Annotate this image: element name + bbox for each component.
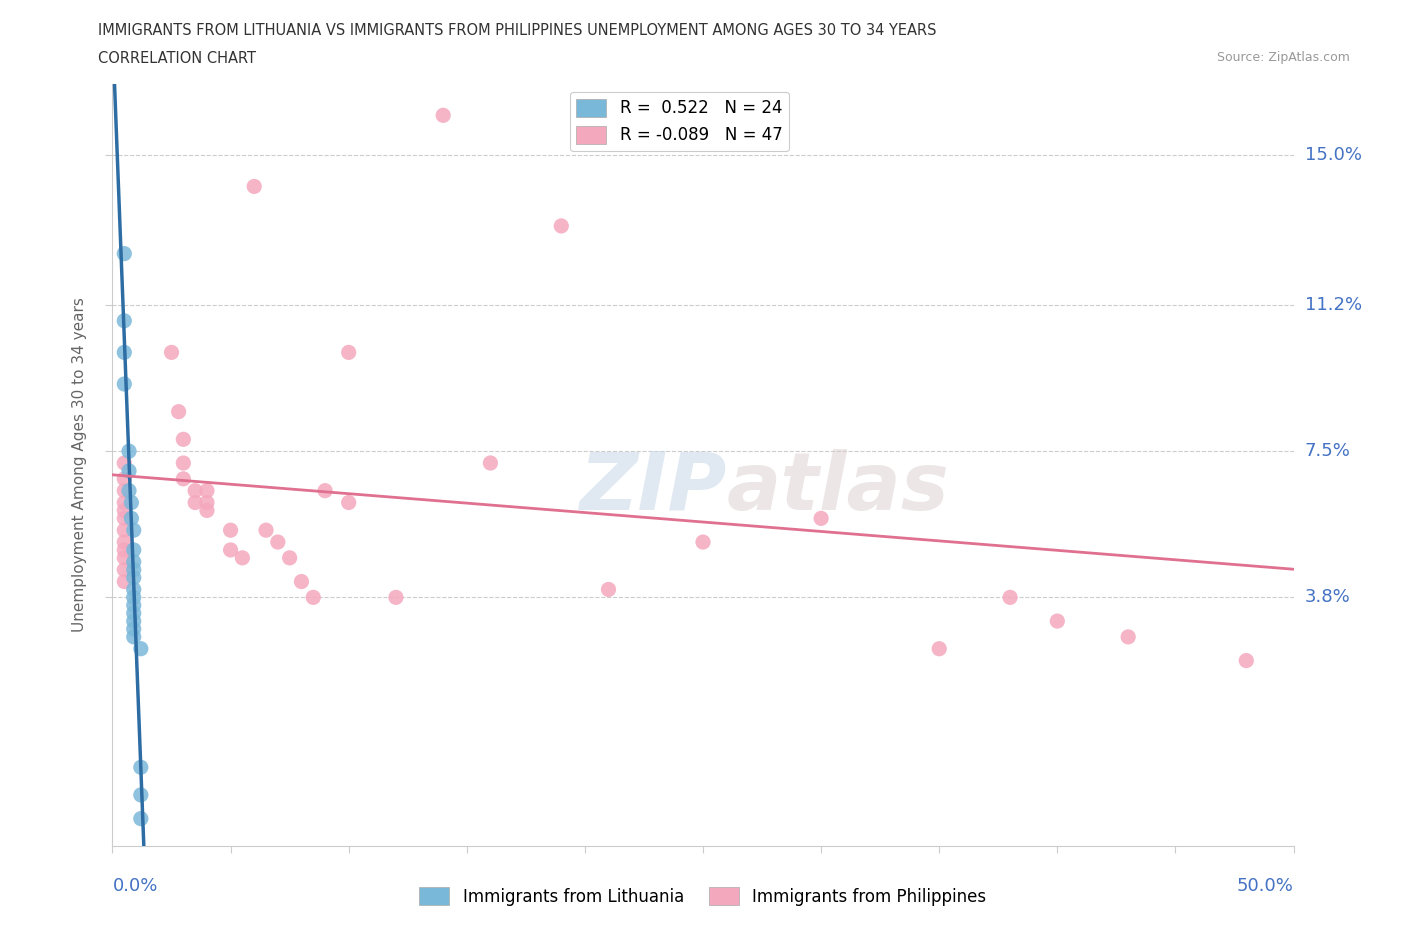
Text: 11.2%: 11.2%: [1305, 296, 1362, 314]
Point: [112, 377, 135, 392]
Point: [122, 523, 145, 538]
Point: [122, 621, 145, 636]
Point: [172, 432, 194, 446]
Point: [290, 574, 312, 589]
Point: [172, 456, 194, 471]
Text: CORRELATION CHART: CORRELATION CHART: [98, 51, 256, 66]
Point: [1046, 614, 1069, 629]
Point: [243, 179, 266, 193]
Point: [112, 472, 135, 486]
Point: [120, 511, 142, 525]
Point: [122, 542, 145, 557]
Text: IMMIGRANTS FROM LITHUANIA VS IMMIGRANTS FROM PHILIPPINES UNEMPLOYMENT AMONG AGES: IMMIGRANTS FROM LITHUANIA VS IMMIGRANTS …: [98, 23, 936, 38]
Point: [167, 405, 190, 419]
Point: [112, 511, 135, 525]
Point: [598, 100, 620, 114]
Y-axis label: Unemployment Among Ages 30 to 34 years: Unemployment Among Ages 30 to 34 years: [72, 298, 87, 632]
Point: [118, 444, 141, 458]
Point: [1234, 653, 1257, 668]
Point: [112, 484, 135, 498]
Point: [129, 642, 152, 657]
Text: 7.5%: 7.5%: [1305, 442, 1351, 460]
Point: [122, 614, 145, 629]
Point: [184, 495, 207, 510]
Point: [998, 590, 1021, 604]
Point: [928, 642, 950, 657]
Point: [129, 788, 152, 803]
Legend: Immigrants from Lithuania, Immigrants from Philippines: Immigrants from Lithuania, Immigrants fr…: [413, 881, 993, 912]
Point: [112, 345, 135, 360]
Point: [122, 598, 145, 613]
Point: [337, 345, 360, 360]
Point: [810, 511, 832, 525]
Point: [112, 535, 135, 550]
Text: atlas: atlas: [727, 449, 949, 527]
Point: [479, 456, 502, 471]
Point: [122, 630, 145, 644]
Point: [314, 484, 336, 498]
Text: Source: ZipAtlas.com: Source: ZipAtlas.com: [1216, 51, 1350, 64]
Point: [112, 495, 135, 510]
Point: [598, 582, 620, 597]
Point: [122, 570, 145, 585]
Point: [112, 542, 135, 557]
Point: [231, 551, 253, 565]
Point: [278, 551, 301, 565]
Point: [122, 563, 145, 578]
Text: 3.8%: 3.8%: [1305, 589, 1350, 606]
Point: [195, 495, 218, 510]
Point: [112, 456, 135, 471]
Legend: R =  0.522   N = 24, R = -0.089   N = 47: R = 0.522 N = 24, R = -0.089 N = 47: [569, 92, 789, 151]
Point: [432, 108, 454, 123]
Text: 0.0%: 0.0%: [112, 877, 157, 895]
Point: [219, 523, 242, 538]
Point: [112, 503, 135, 518]
Point: [122, 554, 145, 569]
Point: [122, 590, 145, 604]
Point: [1116, 630, 1139, 644]
Point: [120, 495, 142, 510]
Point: [112, 551, 135, 565]
Point: [692, 535, 714, 550]
Point: [129, 760, 152, 775]
Point: [160, 345, 183, 360]
Point: [118, 463, 141, 478]
Text: 50.0%: 50.0%: [1237, 877, 1294, 895]
Point: [122, 582, 145, 597]
Point: [302, 590, 325, 604]
Point: [118, 484, 141, 498]
Point: [112, 563, 135, 578]
Point: [172, 472, 194, 486]
Point: [112, 574, 135, 589]
Point: [337, 495, 360, 510]
Text: ZIP: ZIP: [579, 449, 727, 527]
Point: [184, 484, 207, 498]
Point: [267, 535, 290, 550]
Text: 15.0%: 15.0%: [1305, 146, 1361, 164]
Point: [219, 542, 242, 557]
Point: [254, 523, 277, 538]
Point: [122, 605, 145, 620]
Point: [129, 811, 152, 826]
Point: [112, 313, 135, 328]
Point: [195, 503, 218, 518]
Point: [550, 219, 572, 233]
Point: [385, 590, 408, 604]
Point: [195, 484, 218, 498]
Point: [112, 246, 135, 261]
Point: [112, 523, 135, 538]
